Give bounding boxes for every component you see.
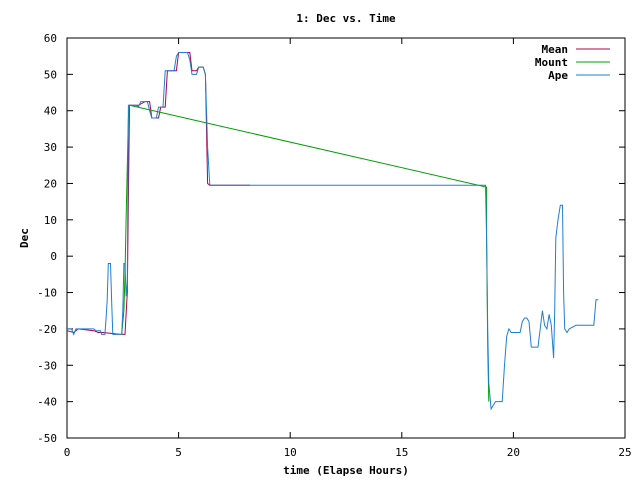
x-tick-label: 15 <box>395 446 408 459</box>
series-line-mean <box>66 52 250 335</box>
y-tick-label: -50 <box>37 432 57 445</box>
series-lines <box>66 52 599 411</box>
series-line-mount <box>121 104 490 402</box>
axis-ticks: 0 5 10 15 20 25 -50 -40 -30 -20 -10 0 10 20 30 40 50 60 <box>37 32 632 459</box>
chart-title: 1: Dec vs. Time <box>296 12 396 25</box>
x-tick-label: 20 <box>507 446 520 459</box>
y-tick-label: 10 <box>44 214 57 227</box>
y-tick-label: 30 <box>44 141 57 154</box>
y-tick-label: 20 <box>44 177 57 190</box>
y-tick-label: -30 <box>37 359 57 372</box>
legend-label-ape: Ape <box>548 69 568 82</box>
y-tick-label: -40 <box>37 396 57 409</box>
y-tick-label: -10 <box>37 287 57 300</box>
x-tick-label: 25 <box>618 446 631 459</box>
y-tick-label: 40 <box>44 105 57 118</box>
series-line-ape <box>67 52 599 411</box>
y-tick-label: -20 <box>37 323 57 336</box>
legend-label-mount: Mount <box>535 56 568 69</box>
x-tick-label: 5 <box>175 446 182 459</box>
x-tick-label: 10 <box>284 446 297 459</box>
y-tick-label: 50 <box>44 68 57 81</box>
y-tick-label: 60 <box>44 32 57 45</box>
x-axis-label: time (Elapse Hours) <box>283 464 409 477</box>
plot-frame <box>66 37 626 439</box>
x-tick-label: 0 <box>64 446 71 459</box>
y-tick-label: 0 <box>50 250 57 263</box>
y-axis-label: Dec <box>18 228 31 248</box>
legend-label-mean: Mean <box>542 43 569 56</box>
